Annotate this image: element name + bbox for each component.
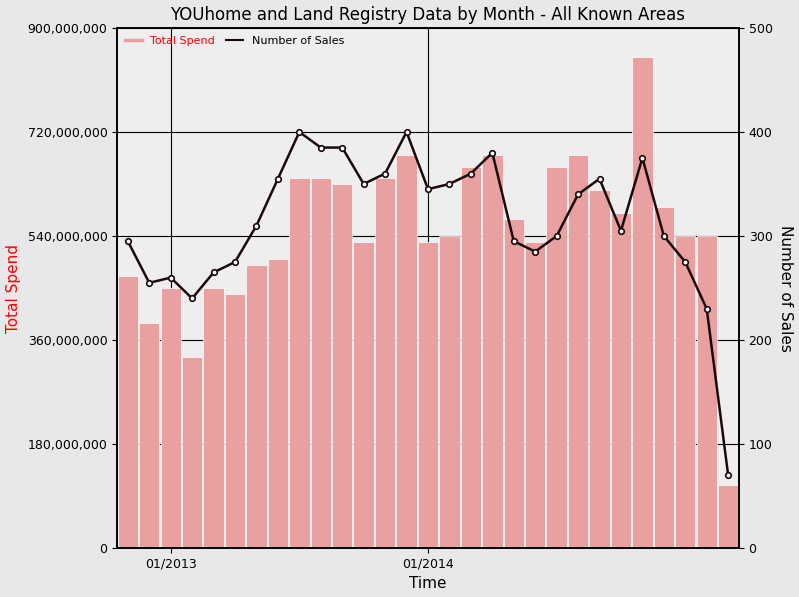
Bar — [139, 323, 160, 548]
Bar — [311, 178, 331, 548]
Bar — [204, 288, 224, 548]
Bar — [675, 236, 695, 548]
Bar — [697, 236, 717, 548]
Bar — [461, 167, 481, 548]
Bar — [718, 485, 738, 548]
Bar — [289, 178, 309, 548]
Bar — [590, 190, 610, 548]
Bar — [375, 178, 396, 548]
Bar — [632, 57, 653, 548]
Bar — [396, 155, 417, 548]
Bar — [503, 219, 524, 548]
Bar — [353, 242, 374, 548]
Y-axis label: Total Spend: Total Spend — [6, 244, 21, 333]
Title: YOUhome and Land Registry Data by Month - All Known Areas: YOUhome and Land Registry Data by Month … — [170, 5, 686, 23]
Bar — [568, 155, 588, 548]
Bar — [439, 236, 459, 548]
Bar — [161, 288, 181, 548]
Bar — [225, 294, 245, 548]
Bar — [117, 276, 138, 548]
X-axis label: Time: Time — [409, 577, 447, 592]
Bar — [268, 259, 288, 548]
Bar — [547, 167, 566, 548]
Y-axis label: Number of Sales: Number of Sales — [778, 224, 793, 352]
Bar — [610, 213, 631, 548]
Bar — [654, 207, 674, 548]
Bar — [525, 242, 546, 548]
Bar — [182, 358, 202, 548]
Bar — [246, 265, 267, 548]
Bar — [332, 184, 352, 548]
Bar — [482, 155, 503, 548]
Bar — [418, 242, 438, 548]
Legend: Total Spend, Number of Sales: Total Spend, Number of Sales — [123, 33, 347, 48]
